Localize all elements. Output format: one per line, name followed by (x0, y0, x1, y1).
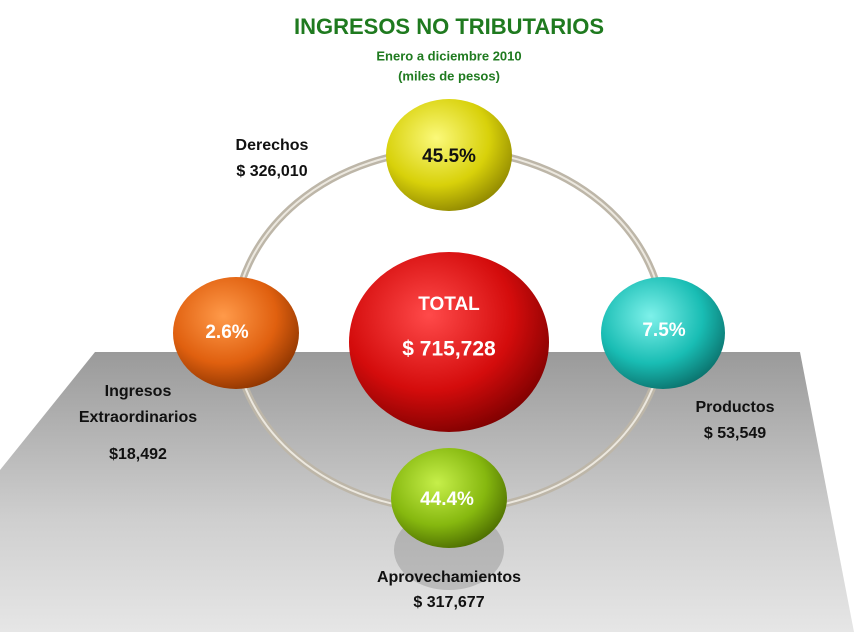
percent: 2.6% (205, 322, 248, 343)
diagram: INGRESOS NO TRIBUTARIOS Enero a diciembr… (0, 0, 854, 632)
percent: 7.5% (642, 320, 685, 341)
node-name: Ingresos (105, 383, 172, 400)
node-amount: $18,492 (109, 446, 167, 463)
node-name: Derechos (236, 137, 309, 154)
units: (miles de pesos) (398, 68, 500, 83)
node-name: Productos (695, 399, 774, 416)
node-amount: $ 53,549 (704, 425, 766, 442)
page: {"header": {"title": "INGRESOS NO TRIBUT… (0, 0, 854, 632)
node-amount: $ 326,010 (236, 163, 307, 180)
title: INGRESOS NO TRIBUTARIOS (294, 14, 604, 39)
total-label: TOTAL (418, 294, 480, 315)
percent: 45.5% (422, 146, 476, 167)
node-amount: $ 317,677 (413, 594, 484, 611)
node-name: Extraordinarios (79, 409, 197, 426)
percent: 44.4% (420, 489, 474, 510)
total-amount: $ 715,728 (402, 338, 496, 361)
subtitle: Enero a diciembre 2010 (376, 48, 521, 63)
node-name: Aprovechamientos (377, 569, 521, 586)
